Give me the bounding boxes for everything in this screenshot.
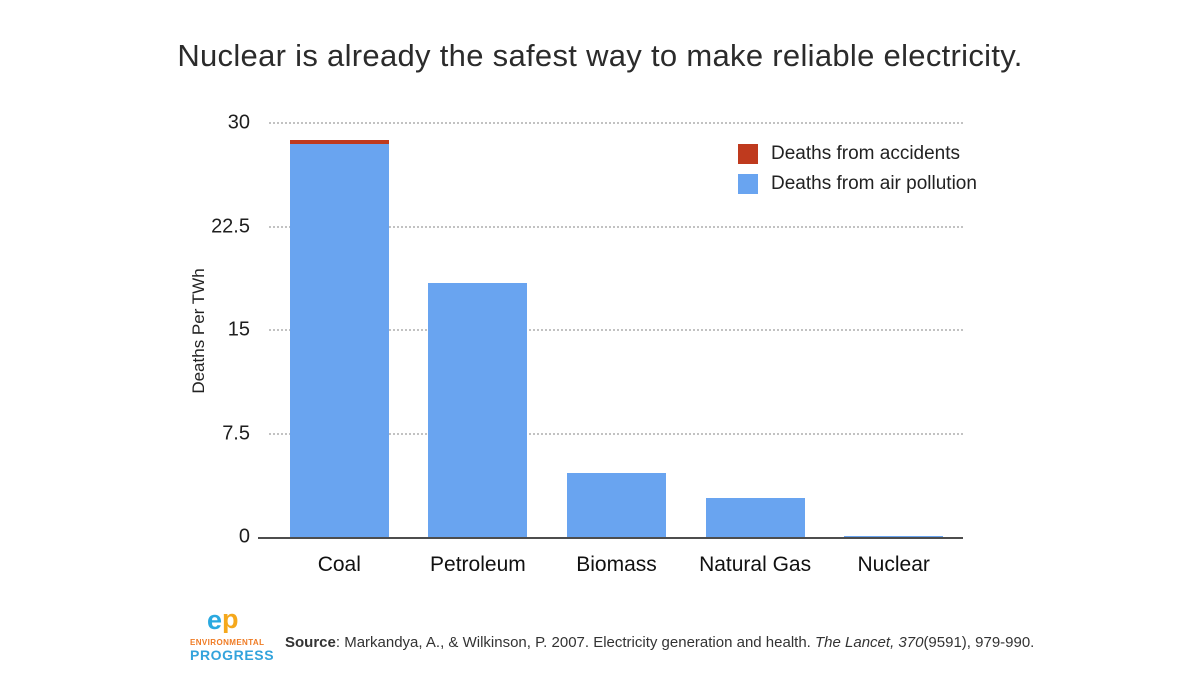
bar-air-pollution-coal — [289, 143, 389, 537]
bar-air-pollution-natural-gas — [705, 498, 805, 537]
x-category-label-natural-gas: Natural Gas — [699, 553, 812, 576]
chart-legend: Deaths from accidents Deaths from air po… — [738, 143, 977, 204]
gridline-y-22.5 — [269, 225, 963, 228]
source-citation: Source: Markandya, A., & Wilkinson, P. 2… — [285, 634, 1034, 651]
chart-title: Nuclear is already the safest way to mak… — [177, 38, 1023, 73]
x-category-label-petroleum: Petroleum — [430, 553, 526, 576]
y-tick-label-15: 15 — [227, 318, 250, 341]
svg-text:e: e — [207, 605, 222, 633]
logo-text-progress: PROGRESS — [190, 647, 275, 663]
y-tick-label-7.5: 7.5 — [222, 422, 250, 444]
source-text: : Markandya, A., & Wilkinson, P. 2007. E… — [335, 634, 816, 651]
source-journal-italic: The Lancet, 370 — [815, 634, 924, 651]
legend-label-accidents: Deaths from accidents — [771, 143, 961, 164]
ep-monogram-icon: p e — [207, 604, 239, 635]
legend-swatch-accidents-icon — [738, 144, 758, 164]
legend-item-air-pollution: Deaths from air pollution — [738, 173, 977, 194]
source-label: Source — [285, 634, 336, 651]
y-tick-label-0: 0 — [238, 525, 250, 548]
svg-text:p: p — [222, 604, 239, 633]
y-tick-label-30: 30 — [227, 111, 250, 134]
gridline-y-30 — [269, 122, 963, 124]
gridline-y-7.5 — [269, 432, 963, 435]
legend-swatch-air-pollution-icon — [738, 174, 758, 194]
source-tail: (9591), 979-990. — [923, 634, 1035, 651]
bar-accidents-coal — [289, 140, 389, 144]
legend-label-air-pollution: Deaths from air pollution — [771, 173, 977, 194]
x-axis-line — [258, 537, 963, 539]
y-tick-label-22.5: 22.5 — [211, 215, 250, 237]
bar-air-pollution-nuclear — [844, 536, 944, 537]
x-category-label-nuclear: Nuclear — [857, 553, 930, 576]
environmental-progress-logo: p e ENVIRONMENTAL PROGRESS — [190, 603, 275, 663]
bar-air-pollution-petroleum — [428, 283, 528, 537]
bar-air-pollution-biomass — [567, 472, 666, 537]
gridline-y-15 — [269, 329, 963, 331]
x-category-label-coal: Coal — [317, 553, 361, 576]
legend-item-accidents: Deaths from accidents — [738, 143, 977, 164]
logo-text-environmental: ENVIRONMENTAL — [190, 638, 265, 647]
x-category-label-biomass: Biomass — [576, 553, 657, 576]
